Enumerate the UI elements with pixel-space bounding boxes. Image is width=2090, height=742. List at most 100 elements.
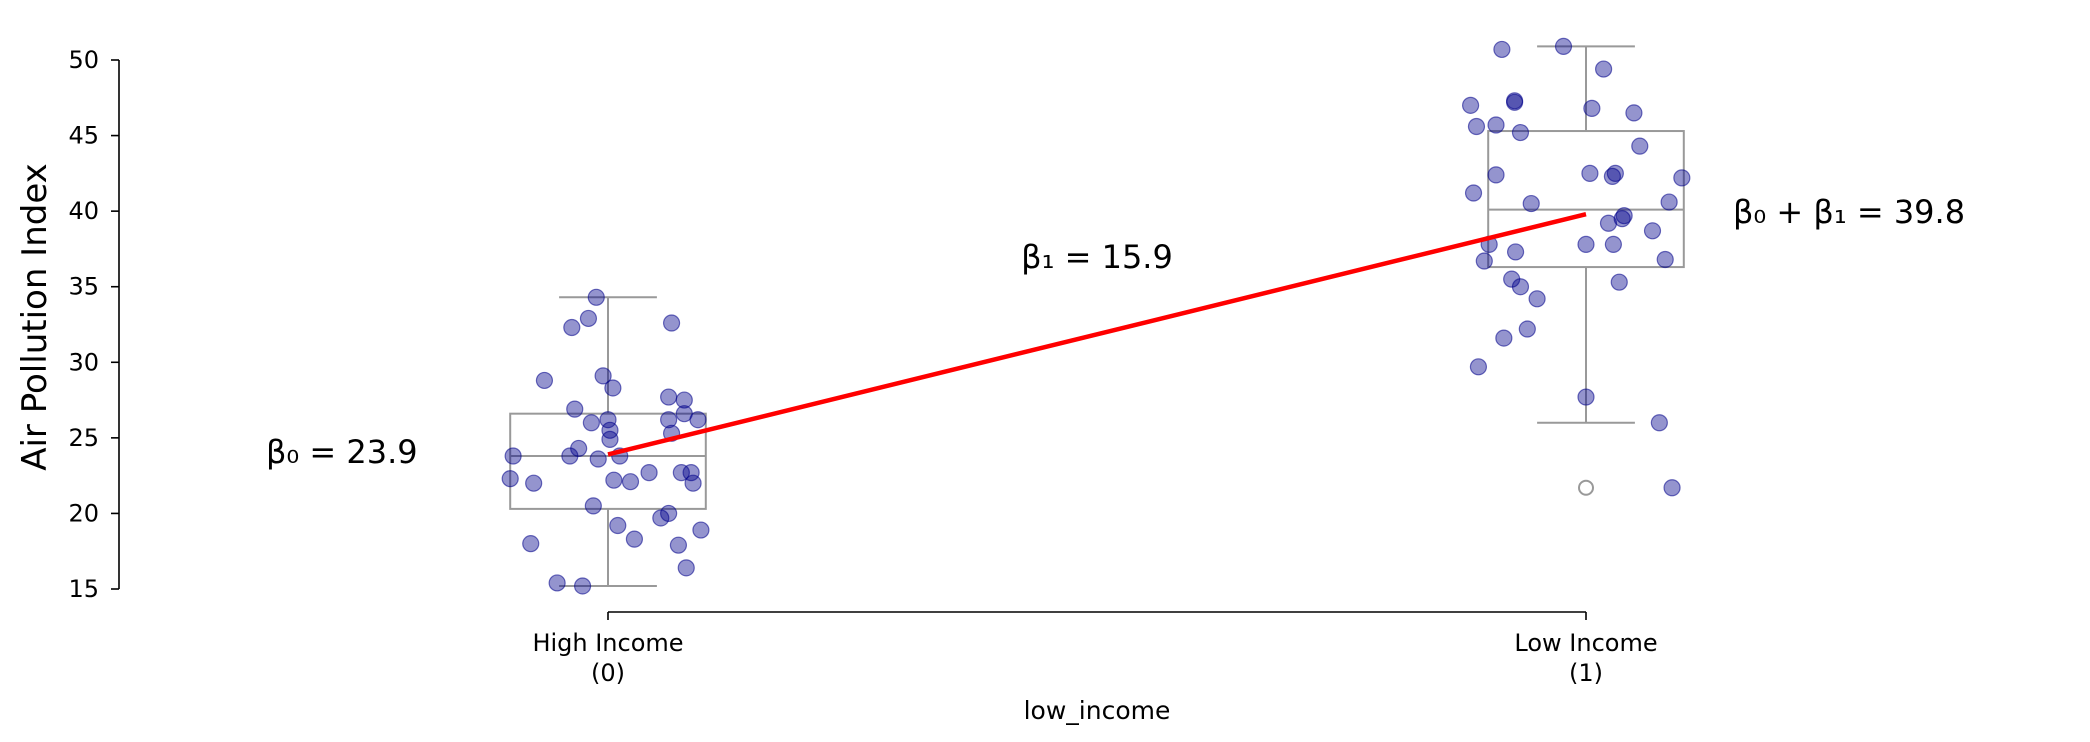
data-point (522, 535, 540, 553)
data-point (682, 464, 700, 482)
axes: 15 20 25 30 35 40 45 50 High Income(0) Low Incom… (68, 46, 1657, 687)
data-point (563, 318, 581, 337)
x-tick-label-line2: (1) (1569, 659, 1603, 687)
data-point (501, 470, 519, 488)
data-point (1493, 40, 1511, 59)
y-tick-label: 25 (68, 424, 99, 452)
data-point (561, 447, 579, 465)
data-point (1595, 60, 1613, 78)
data-point (1631, 137, 1649, 155)
y-tick-label: 20 (68, 499, 99, 527)
data-point (1522, 194, 1540, 213)
data-point (1625, 104, 1643, 122)
boxplot (509, 296, 707, 587)
y-tick-label: 45 (68, 122, 99, 150)
y-tick-label: 50 (68, 46, 99, 74)
x-tick-label-line2: (0) (591, 659, 625, 687)
data-point (660, 388, 678, 406)
data-point (1643, 222, 1662, 240)
data-point (1467, 117, 1486, 136)
data-point (1469, 358, 1488, 376)
data-point (1604, 235, 1622, 253)
regression-line (607, 211, 1587, 457)
data-point (525, 474, 543, 492)
box-outlier (1578, 479, 1594, 496)
data-point (1650, 414, 1668, 432)
data-point (594, 367, 612, 385)
data-point (589, 450, 607, 468)
data-point (584, 497, 602, 515)
data-point (1606, 164, 1624, 182)
beta1-annotation: β₁ = 15.9 (1021, 238, 1173, 276)
data-point (1656, 250, 1674, 269)
data-point (1511, 278, 1530, 296)
data-point (1660, 193, 1678, 211)
y-tick-label: 15 (68, 575, 99, 603)
data-point (609, 516, 627, 535)
data-point (1511, 123, 1530, 142)
data-point (1610, 273, 1628, 291)
data-point (625, 530, 644, 548)
data-point (579, 309, 598, 328)
data-point (689, 411, 707, 429)
data-point (1577, 388, 1595, 406)
data-point (1583, 99, 1601, 117)
data-point (605, 471, 623, 489)
data-point (660, 504, 678, 523)
data-point (1603, 167, 1622, 185)
data-point (1528, 290, 1546, 308)
x-tick-label-line1: High Income (532, 629, 683, 657)
boxplot (1487, 45, 1685, 496)
beta0-annotation: β₀ = 23.9 (266, 433, 418, 471)
y-tick-label: 35 (68, 273, 99, 301)
data-point (669, 536, 688, 554)
y-tick-label: 40 (68, 197, 99, 225)
data-point (604, 379, 622, 397)
data-point (692, 521, 710, 539)
boxplots (509, 45, 1685, 587)
x-tick-label-line1: Low Income (1514, 629, 1657, 657)
data-point (1487, 166, 1505, 184)
data-point (587, 288, 605, 306)
data-point (1577, 235, 1595, 253)
beta0-plus-beta1-annotation: β₀ + β₁ = 39.8 (1733, 193, 1965, 231)
data-point (1615, 207, 1633, 225)
data-point (504, 447, 522, 465)
data-point (1554, 37, 1573, 55)
data-point (573, 577, 592, 595)
data-point (1506, 243, 1525, 261)
x-ticks: High Income(0) Low Income(1) (532, 612, 1658, 687)
y-ticks: 15 20 25 30 35 40 45 50 (68, 46, 119, 603)
data-point (1663, 479, 1681, 497)
data-point (1613, 210, 1631, 228)
data-point (1599, 214, 1618, 232)
data-point (1475, 252, 1493, 270)
data-point (684, 474, 702, 492)
data-point (677, 559, 695, 577)
data-point (1673, 169, 1691, 187)
data-point (601, 430, 619, 448)
data-points (501, 37, 1691, 595)
data-point (1487, 116, 1505, 134)
data-point (1495, 329, 1513, 347)
data-point (675, 391, 693, 409)
data-point (548, 574, 566, 592)
regression-line-layer (607, 211, 1587, 457)
y-tick-label: 30 (68, 348, 99, 376)
data-point (599, 411, 617, 429)
data-point (621, 473, 640, 491)
data-point (582, 414, 600, 432)
data-point (1464, 184, 1483, 202)
data-point (640, 464, 658, 482)
data-point (535, 371, 554, 390)
data-point (1506, 93, 1524, 111)
data-point (1581, 164, 1599, 182)
data-point (672, 464, 690, 482)
data-point (1518, 320, 1536, 338)
x-axis-label: low_income (1024, 696, 1171, 725)
data-point (1461, 96, 1480, 114)
data-point (566, 400, 584, 418)
data-point (601, 421, 619, 439)
data-point (660, 411, 678, 429)
